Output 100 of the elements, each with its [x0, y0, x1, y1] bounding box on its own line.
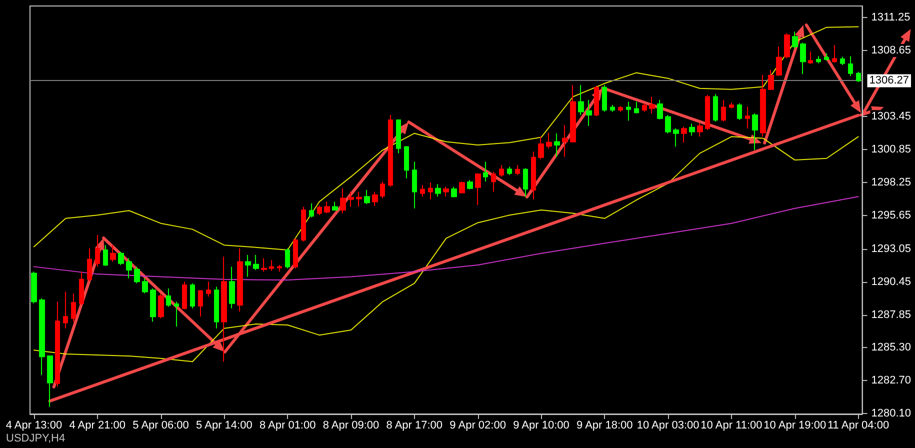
y-tick-label: 1287.85	[871, 308, 912, 321]
y-tick-label: 1293.05	[871, 242, 912, 255]
x-tick-label: 5 Apr 14:00	[196, 420, 252, 432]
candlestick	[586, 100, 592, 126]
candlestick	[348, 191, 354, 208]
candlestick	[150, 288, 156, 322]
x-tick-label: 9 Apr 10:00	[513, 420, 570, 432]
candlestick	[428, 182, 433, 200]
ref-line-label: 1306.27	[869, 74, 910, 87]
candlestick	[459, 181, 465, 194]
candlestick	[412, 161, 417, 209]
candlestick	[848, 56, 853, 77]
y-tick-label: 1282.70	[871, 374, 912, 386]
candlestick	[420, 184, 425, 198]
candlestick	[618, 106, 623, 112]
candlestick	[776, 46, 782, 77]
candlestick	[554, 132, 560, 158]
candlestick	[79, 271, 84, 306]
x-tick-label: 10 Apr 11:00	[700, 420, 762, 432]
candlestick	[388, 114, 393, 188]
y-tick-label: 1290.45	[871, 276, 912, 288]
x-tick-label: 8 Apr 17:00	[386, 420, 443, 432]
candlestick	[737, 102, 742, 121]
candlestick	[665, 114, 671, 134]
candlestick	[47, 356, 53, 408]
y-tick-label: 1280.10	[871, 407, 912, 420]
candlestick	[562, 124, 568, 158]
candlestick	[832, 44, 837, 64]
candlestick	[713, 94, 718, 122]
line-series	[33, 196, 859, 281]
candlestick	[277, 264, 282, 272]
candlestick	[39, 298, 45, 376]
y-tick-label: 1311.25	[871, 11, 910, 24]
y-tick-label: 1300.85	[871, 144, 912, 156]
candlestick	[467, 180, 473, 190]
candlestick	[808, 51, 813, 64]
candlestick	[443, 186, 449, 198]
candlestick	[649, 96, 655, 114]
y-tick-label: 1285.30	[871, 341, 912, 354]
candlestick	[332, 201, 338, 212]
candlestick	[515, 164, 520, 176]
candlestick	[673, 128, 679, 148]
x-tick-label: 8 Apr 09:00	[322, 420, 380, 432]
candlestick	[317, 205, 322, 216]
candlestick	[110, 244, 116, 262]
candlestick	[602, 84, 607, 112]
candlestick	[578, 84, 584, 116]
line-series	[33, 26, 859, 251]
x-tick-label: 5 Apr 06:00	[132, 420, 189, 432]
candlestick	[546, 132, 552, 149]
candlestick	[198, 290, 203, 318]
candlestick	[404, 146, 409, 179]
candlestick	[721, 100, 726, 122]
candlestick	[301, 206, 306, 242]
candlestick	[697, 122, 703, 138]
candlestick	[752, 112, 758, 151]
y-tick-label: 1303.45	[871, 110, 912, 123]
candlestick	[634, 101, 639, 114]
candlestick	[507, 166, 512, 176]
x-tick-label: 10 Apr 19:00	[764, 420, 826, 432]
candlestick	[435, 184, 441, 198]
candlestick	[626, 101, 631, 122]
x-tick-label: 8 Apr 01:00	[259, 420, 316, 432]
candlestick	[594, 86, 599, 117]
candlestick	[475, 172, 481, 206]
candlestick	[840, 56, 845, 66]
candlestick	[856, 71, 861, 83]
candlestick	[63, 291, 68, 329]
x-tick-label: 10 Apr 03:00	[636, 420, 700, 432]
candlestick	[538, 136, 544, 160]
candlestick	[523, 168, 528, 198]
candlestick	[768, 70, 774, 91]
candlestick	[657, 100, 663, 120]
candlestick	[451, 186, 457, 198]
candlestick	[824, 52, 829, 62]
candlestick	[31, 271, 37, 304]
candlestick	[372, 191, 378, 207]
y-tick-label: 1298.25	[871, 176, 912, 189]
candlestick	[253, 254, 259, 270]
candlestick	[610, 104, 615, 112]
candlestick	[705, 94, 710, 131]
candlestick	[324, 201, 330, 214]
x-tick-label: 11 Apr 04:00	[827, 420, 890, 432]
candlestick	[800, 42, 806, 74]
candlestick	[134, 266, 140, 284]
candlestick	[261, 258, 267, 272]
candlestick	[142, 278, 148, 294]
x-tick-label: 9 Apr 18:00	[576, 420, 633, 432]
candlestick	[166, 288, 171, 308]
candlestick	[103, 244, 108, 267]
candlestick	[356, 191, 362, 208]
x-tick-label: 4 Apr 13:00	[6, 420, 62, 432]
candlestick	[760, 74, 766, 138]
candlestick	[214, 286, 219, 329]
candlestick	[491, 171, 496, 192]
candlestick	[309, 202, 314, 218]
candlestick	[792, 31, 798, 49]
candlestick	[499, 164, 504, 178]
candlestick	[570, 84, 576, 144]
candlestick	[269, 260, 274, 272]
